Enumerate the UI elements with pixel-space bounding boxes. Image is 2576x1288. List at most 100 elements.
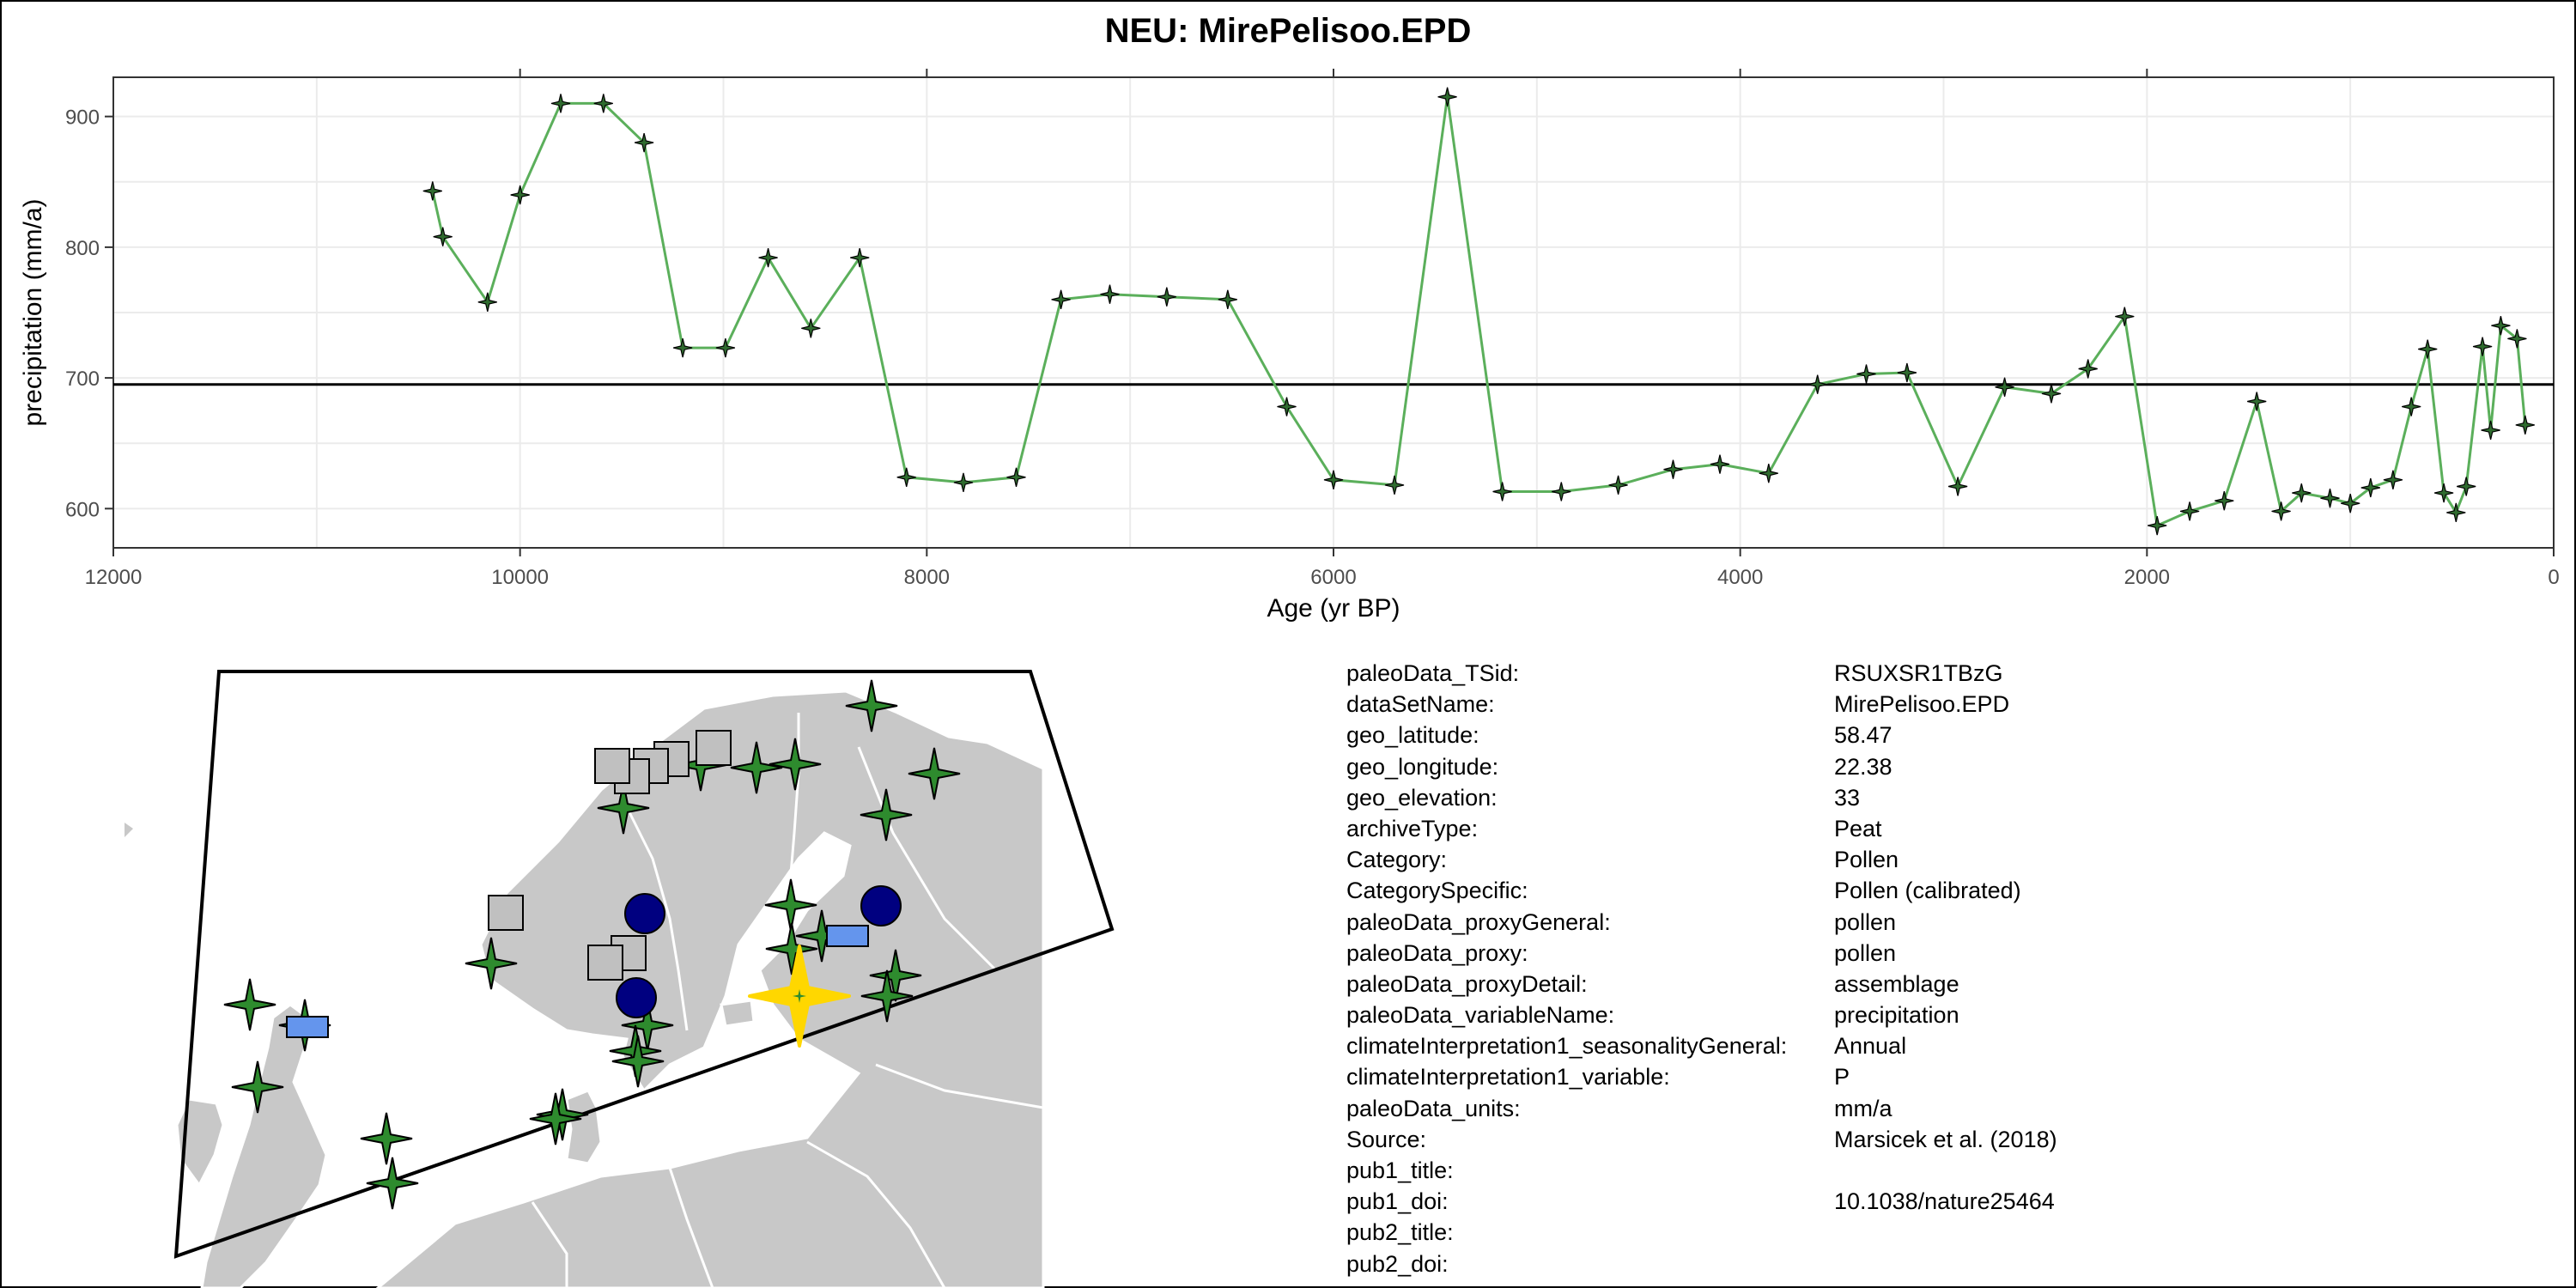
map-highlight	[748, 945, 851, 1048]
data-point	[2491, 316, 2511, 336]
metadata-key: paleoData_proxyGeneral:	[1346, 908, 1611, 935]
metadata-value: MirePelisoo.EPD	[1834, 691, 2010, 718]
site-marker-star	[465, 937, 518, 990]
site-marker-star	[908, 747, 961, 800]
data-point	[1897, 362, 1917, 383]
data-point	[850, 247, 870, 268]
land-denmark	[565, 1089, 603, 1165]
land-fennoscandia	[375, 690, 1045, 1288]
site-marker-rect	[826, 925, 869, 947]
y-axis-label: precipitation (mm/a)	[19, 198, 47, 426]
series-points	[422, 87, 2535, 536]
site-marker-star	[765, 922, 818, 975]
metadata-key: geo_elevation:	[1346, 784, 1498, 811]
data-point	[1995, 377, 2014, 397]
data-point	[2457, 477, 2476, 496]
metadata-value: Pollen	[1834, 847, 1899, 873]
metadata-value: P	[1834, 1064, 1850, 1091]
data-point	[715, 337, 736, 358]
data-point	[1218, 289, 1237, 309]
data-point	[422, 181, 442, 201]
x-tick-label: 8000	[904, 566, 950, 589]
metadata-key: paleoData_proxyDetail:	[1346, 970, 1588, 997]
x-tick-label: 2000	[2124, 566, 2170, 589]
site-marker-star	[845, 679, 898, 732]
metadata-key: Source:	[1346, 1126, 1427, 1152]
metadata-key: dataSetName:	[1346, 691, 1495, 718]
metadata-key: climateInterpretation1_seasonalityGenera…	[1346, 1033, 1788, 1060]
land-britain	[200, 1003, 328, 1288]
data-point	[1492, 482, 1512, 501]
metadata-key: pub2_doi:	[1346, 1250, 1449, 1277]
metadata-key: paleoData_TSid:	[1346, 660, 1520, 686]
data-point	[477, 292, 497, 312]
data-point	[2433, 483, 2454, 503]
x-tick-label: 0	[2548, 566, 2559, 589]
figure-title: NEU: MirePelisoo.EPD	[1104, 12, 1472, 50]
site-marker-square	[488, 895, 524, 931]
metadata-value: mm/a	[1834, 1095, 1893, 1121]
site-marker-star	[860, 969, 914, 1023]
metadata-key: pub1_doi:	[1346, 1188, 1449, 1215]
x-tick-label: 4000	[1717, 566, 1763, 589]
data-point	[1710, 454, 1730, 474]
data-point	[2115, 307, 2135, 326]
metadata-key: geo_latitude:	[1346, 722, 1479, 749]
data-point	[1856, 364, 1876, 384]
metadata-value: 22.38	[1834, 753, 1893, 780]
data-point	[2418, 339, 2438, 359]
series-line	[431, 96, 2527, 528]
data-point	[672, 337, 693, 358]
selected-site-center	[793, 989, 806, 1003]
data-point	[2472, 337, 2493, 356]
data-point	[2507, 329, 2527, 349]
data-point	[2078, 359, 2098, 379]
metadata-key: Category:	[1346, 847, 1448, 873]
metadata-value: 33	[1834, 784, 1861, 811]
map-markers	[223, 679, 961, 1210]
data-point	[2292, 483, 2312, 503]
metadata-value: pollen	[1834, 908, 1897, 935]
metadata-key: archiveType:	[1346, 815, 1479, 841]
data-point	[2446, 502, 2466, 523]
site-marker-rect	[286, 1016, 329, 1038]
y-tick-label: 700	[65, 368, 100, 391]
data-point	[2515, 415, 2535, 435]
metadata-value: precipitation	[1834, 1002, 1959, 1029]
chart-axes: 12000 10000 8000 6000 4000 2000 0 600 700 800 900	[65, 69, 2560, 589]
metadata-key: pub2_title:	[1346, 1219, 1454, 1246]
site-marker-star	[769, 738, 822, 791]
data-point	[2179, 501, 2200, 521]
site-marker-star	[529, 1092, 582, 1145]
metadata-value: 58.47	[1834, 722, 1893, 749]
data-point	[1384, 475, 1405, 495]
data-point	[1100, 284, 1120, 304]
site-marker-star	[597, 781, 650, 835]
data-point	[2360, 477, 2380, 498]
land-edge	[125, 823, 133, 837]
data-point	[1157, 287, 1176, 307]
data-point	[2402, 397, 2421, 416]
metadata-value: Pollen (calibrated)	[1834, 878, 2021, 904]
land-ireland	[175, 1097, 225, 1188]
site-marker-square	[696, 730, 732, 766]
land-baltic-islands	[720, 999, 756, 1028]
precipitation-chart: 12000 10000 8000 6000 4000 2000 0600700800900 …	[19, 69, 2560, 623]
chart-grid	[113, 77, 2555, 548]
data-point	[1759, 464, 1778, 483]
data-point	[510, 185, 530, 205]
site-marker-circle	[624, 893, 665, 934]
metadata-key: paleoData_variableName:	[1346, 1002, 1615, 1029]
metadata-key: geo_longitude:	[1346, 753, 1499, 780]
data-point	[2320, 489, 2340, 508]
data-point	[2341, 494, 2360, 513]
data-point	[1608, 475, 1628, 495]
data-point	[801, 319, 821, 338]
data-point	[2148, 515, 2167, 536]
y-tick-label: 800	[65, 237, 100, 260]
y-tick-label: 900	[65, 106, 100, 130]
data-point	[1051, 289, 1071, 309]
data-point	[593, 94, 613, 113]
metadata-value: Marsicek et al. (2018)	[1834, 1126, 2057, 1152]
metadata-value: RSUXSR1TBzG	[1834, 660, 2003, 686]
